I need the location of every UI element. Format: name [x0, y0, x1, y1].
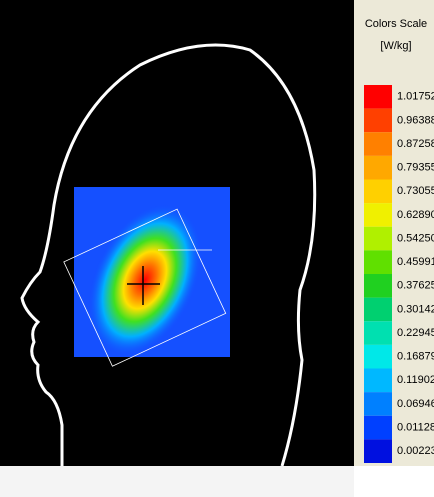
scale-label: 0.002234: [397, 445, 434, 457]
scale-swatch: [364, 274, 392, 298]
scale-swatch: [364, 203, 392, 227]
scale-swatch: [364, 132, 392, 156]
sar-view: Colors Scale [W/kg] 1.017524 0.963883 0.87…: [0, 0, 434, 497]
scale-label: 0.301428: [397, 303, 434, 315]
scale-swatch: [364, 392, 392, 416]
scale-swatch: [364, 180, 392, 204]
scale-label: 0.168794: [397, 351, 434, 363]
scale-label: 0.376257: [397, 280, 434, 292]
scale-label: 0.872581: [397, 138, 434, 150]
scale-title: Colors Scale: [365, 18, 427, 30]
scale-label: 0.119024: [397, 374, 434, 386]
scale-swatch: [364, 250, 392, 274]
status-strip: [0, 466, 354, 497]
scale-swatch: [364, 369, 392, 393]
scale-label: 0.542502: [397, 232, 434, 244]
scale-swatch: [364, 321, 392, 345]
scale-unit: [W/kg]: [380, 40, 411, 52]
scale-label: 0.628905: [397, 209, 434, 221]
scale-label: 1.017524: [397, 91, 434, 103]
scale-swatch: [364, 156, 392, 180]
scale-label: 0.730558: [397, 185, 434, 197]
scale-swatch: [364, 298, 392, 322]
scale-swatch: [364, 227, 392, 251]
scale-label: 0.069463: [397, 398, 434, 410]
scale-swatch: [364, 439, 392, 463]
scale-label: 0.229451: [397, 327, 434, 339]
scale-swatch: [364, 109, 392, 133]
scale-label: 0.793553: [397, 162, 434, 174]
scale-swatch: [364, 345, 392, 369]
scale-label: 0.011289: [397, 421, 434, 433]
scale-swatch: [364, 416, 392, 440]
scale-label: 0.963883: [397, 114, 434, 126]
scale-swatch: [364, 85, 392, 109]
